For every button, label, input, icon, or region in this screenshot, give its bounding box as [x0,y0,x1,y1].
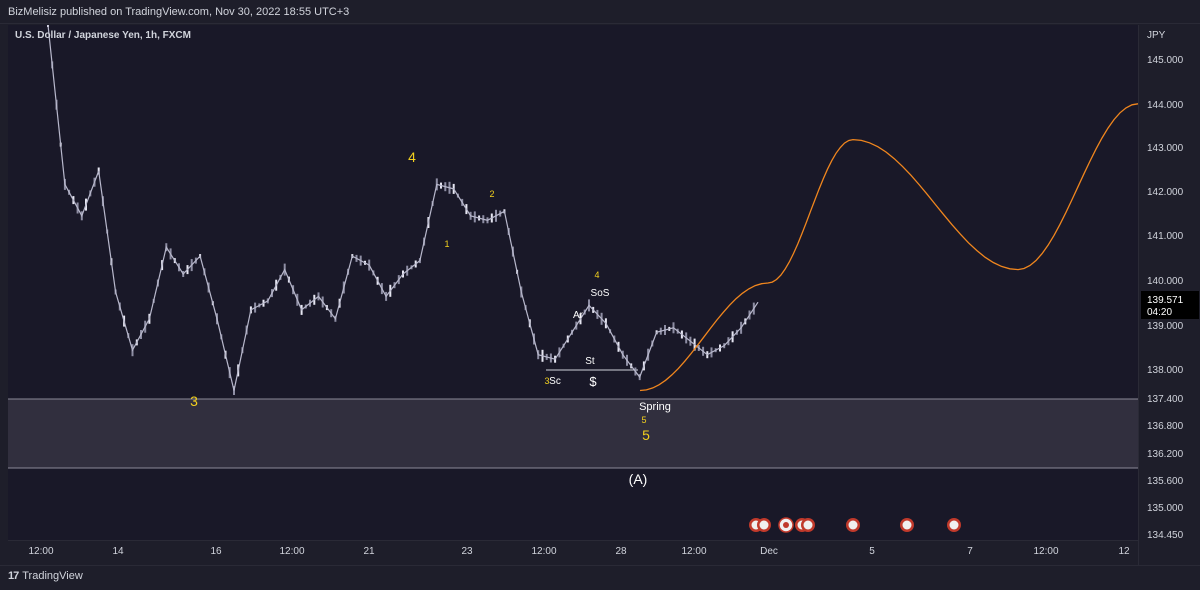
annotation-minor[interactable]: 3 [544,376,549,386]
tradingview-logo[interactable]: 17 TradingView [8,570,83,582]
current-price-badge [1141,291,1199,319]
time-tick-label: Dec [760,546,778,557]
price-axis-canvas[interactable]: JPY 145.000144.000143.000142.000141.0001… [1139,25,1200,565]
us-flag-icon[interactable] [846,518,860,532]
time-tick-label: 12:00 [1033,546,1058,557]
event-icons[interactable] [749,517,961,533]
price-tick-label: 145.000 [1147,55,1184,66]
annotation-minor[interactable]: 2 [489,189,494,199]
time-tick-label: 12:00 [28,546,53,557]
price-tick-label: 137.400 [1147,394,1184,405]
annotation-major[interactable]: 3 [190,393,198,409]
time-axis-canvas[interactable]: 12:00 14 16 12:00 21 23 12:00 28 12:00 Dec 5 7 12:00… [8,541,1138,566]
us-flag-icon[interactable] [757,518,771,532]
symbol-title: U.S. Dollar / Japanese Yen, 1h, FXCM [15,30,191,41]
price-candles [47,23,755,395]
annotation-major[interactable]: 5 [642,427,650,443]
publish-bar: BizMelisiz published on TradingView.com,… [0,0,1200,24]
annotation-minor[interactable]: 4 [594,270,599,280]
price-tick-label: 138.000 [1147,365,1184,376]
time-tick-label: 12:00 [681,546,706,557]
annotation-wyckoff[interactable]: $ [589,374,597,389]
footer-bar [0,565,1200,590]
zone-label: (A) [629,471,648,487]
price-tick-label: 143.000 [1147,143,1184,154]
price-tick-label: 144.000 [1147,100,1184,111]
support-zone [8,399,1138,468]
time-tick-label: 5 [869,546,875,557]
time-tick-label: 12 [1118,546,1130,557]
time-tick-label: 21 [363,546,375,557]
us-flag-icon[interactable] [801,518,815,532]
time-tick-label: 12:00 [279,546,304,557]
time-tick-label: 7 [967,546,973,557]
price-tick-label: 142.000 [1147,187,1184,198]
time-tick-label: 16 [210,546,222,557]
price-tick-label: 134.450 [1147,530,1184,541]
price-tick-label: 136.800 [1147,421,1184,432]
annotation-minor[interactable]: 5 [641,415,646,425]
annotation-wyckoff[interactable]: Spring [639,401,671,413]
time-tick-label: 14 [112,546,124,557]
annotation-wyckoff[interactable]: Ar [573,310,584,321]
time-tick-label: 12:00 [531,546,556,557]
price-tick-label: 136.200 [1147,449,1184,460]
currency-label: JPY [1147,30,1166,41]
price-axis[interactable]: JPY 145.000 144.000 143.000 142.000 141.000 1… [1138,25,1200,565]
projection-series [639,103,1139,392]
us-flag-icon[interactable] [900,518,914,532]
current-price: 139.571 [1147,295,1184,306]
time-tick-label: 23 [461,546,473,557]
tradingview-logo-icon: 17 [8,570,19,582]
price-tick-label: 135.000 [1147,503,1184,514]
price-tick-label: 141.000 [1147,231,1184,242]
price-tick-label: 135.600 [1147,476,1184,487]
annotation-wyckoff[interactable]: Sc [549,376,561,387]
japan-flag-icon[interactable] [778,517,794,533]
annotation-minor[interactable]: 1 [444,239,449,249]
price-tick-label: 139.000 [1147,321,1184,332]
price-series [47,24,759,391]
publish-line: BizMelisiz published on TradingView.com,… [8,6,350,18]
annotation-wyckoff[interactable]: SoS [591,288,610,299]
price-ticks: 145.000 144.000 143.000 142.000 141.000 140.0… [1147,55,1184,541]
us-flag-icon[interactable] [947,518,961,532]
price-tick-label: 140.000 [1147,276,1184,287]
brand-name: TradingView [22,570,83,582]
time-tick-label: 28 [615,546,627,557]
annotation-wyckoff[interactable]: St [585,356,595,367]
countdown: 04:20 [1147,307,1172,318]
chart-area[interactable]: 4 2 1 3 4 SoS Ar St 3 Sc $ Spring 5 5 (A) [8,23,1139,540]
annotation-major[interactable]: 4 [408,149,416,165]
time-ticks: 12:00 14 16 12:00 21 23 12:00 28 12:00 Dec 5 7 12:00… [28,546,1130,557]
time-axis[interactable]: 12:00 14 16 12:00 21 23 12:00 28 12:00 Dec 5 7 12:00… [8,540,1138,565]
